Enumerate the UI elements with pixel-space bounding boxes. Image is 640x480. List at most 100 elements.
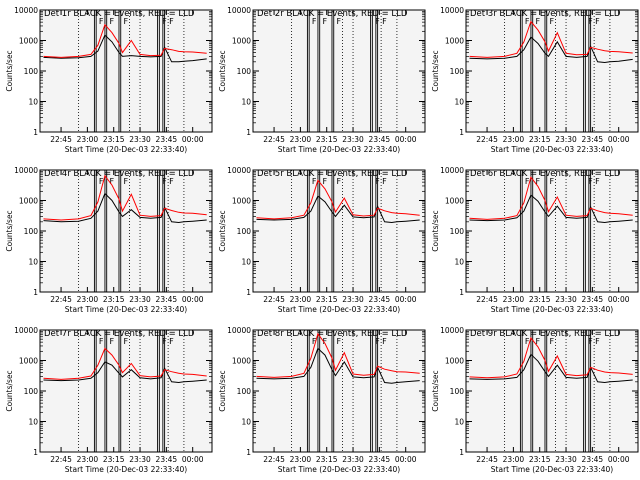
x-tick-label: 00:00: [182, 135, 204, 144]
x-tick-label: 23:15: [103, 455, 125, 464]
x-tick-label: 23:15: [529, 455, 551, 464]
flag-annotation: F: [123, 177, 128, 186]
series-lld-line: [43, 174, 207, 221]
y-tick-label: 10000: [227, 6, 251, 15]
series-lld-line: [256, 332, 420, 378]
series-events-line: [43, 34, 207, 63]
x-tick-label: 23:15: [316, 135, 338, 144]
x-tick-label: 23:15: [103, 135, 125, 144]
y-tick-label: 1: [459, 288, 464, 297]
panel-title: Det 3r BLACK = Events, RED = LLD: [470, 9, 621, 19]
y-axis-label: Counts/sec: [5, 50, 14, 91]
flag-annotation: F: [535, 337, 540, 346]
x-tick-label: 22:45: [476, 295, 498, 304]
flag-annotation: F: [169, 17, 174, 26]
y-tick-label: 1: [246, 288, 251, 297]
y-tick-label: 1000: [232, 357, 251, 366]
x-tick-label: 23:00: [77, 135, 99, 144]
flag-annotation: F: [595, 337, 600, 346]
flag-annotation: F: [99, 177, 104, 186]
x-tick-label: 22:45: [476, 135, 498, 144]
y-tick-label: 1: [33, 448, 38, 457]
x-tick-label: 23:45: [369, 455, 391, 464]
flag-annotation: F: [588, 177, 593, 186]
y-tick-label: 10000: [227, 326, 251, 335]
x-axis-label: Start Time (20-Dec-03 22:33:40): [65, 465, 187, 474]
series-events-line: [43, 192, 207, 224]
panel-title: Det 9r BLACK = Events, RED = LLD: [470, 329, 621, 339]
plot-area: [253, 10, 425, 132]
y-axis-label: Counts/sec: [431, 210, 440, 251]
flag-annotation: F: [535, 177, 540, 186]
x-tick-label: 23:45: [156, 295, 178, 304]
x-axis-label: Start Time (20-Dec-03 22:33:40): [278, 145, 400, 154]
series-lld-line: [43, 23, 207, 58]
y-tick-label: 1000: [19, 197, 38, 206]
flag-annotation: F: [535, 17, 540, 26]
y-tick-label: 100: [237, 387, 252, 396]
flag-annotation: F: [109, 177, 114, 186]
y-tick-label: 100: [450, 387, 465, 396]
series-lld-line: [256, 179, 420, 220]
y-tick-label: 10000: [14, 166, 38, 175]
x-tick-label: 00:00: [182, 455, 204, 464]
x-tick-label: 22:45: [50, 295, 72, 304]
plot-area: [253, 170, 425, 292]
x-tick-label: 22:45: [50, 135, 72, 144]
panel-title: Det 8r BLACK = Events, RED = LLD: [257, 329, 408, 339]
flag-annotation: F: [162, 17, 167, 26]
y-tick-label: 1: [246, 448, 251, 457]
y-tick-label: 10: [28, 258, 38, 267]
x-tick-label: 23:15: [316, 295, 338, 304]
x-tick-label: 00:00: [608, 135, 630, 144]
x-axis-label: Start Time (20-Dec-03 22:33:40): [491, 305, 613, 314]
y-tick-label: 1000: [445, 197, 464, 206]
x-tick-label: 00:00: [395, 455, 417, 464]
series-lld-line: [469, 176, 633, 220]
y-axis-label: Counts/sec: [431, 50, 440, 91]
x-tick-label: 23:30: [129, 135, 151, 144]
x-tick-label: 23:30: [555, 295, 577, 304]
x-tick-label: 23:45: [369, 135, 391, 144]
flag-annotation: F: [99, 17, 104, 26]
series-lld-line: [43, 347, 207, 380]
series-lld-line: [469, 20, 633, 58]
flag-annotation: F: [322, 337, 327, 346]
x-axis-label: Start Time (20-Dec-03 22:33:40): [278, 305, 400, 314]
panel-title: Det 6r BLACK = Events, RED = LLD: [470, 169, 621, 179]
flag-annotation: F: [123, 17, 128, 26]
y-tick-label: 100: [24, 227, 39, 236]
y-tick-label: 1000: [445, 37, 464, 46]
x-tick-label: 23:45: [156, 135, 178, 144]
y-tick-label: 100: [237, 67, 252, 76]
x-tick-label: 23:00: [290, 135, 312, 144]
x-tick-label: 23:45: [582, 295, 604, 304]
y-tick-label: 10: [454, 98, 464, 107]
flag-annotation: F: [322, 177, 327, 186]
flag-annotation: F: [595, 177, 600, 186]
flag-annotation: F: [549, 177, 554, 186]
y-axis-label: Counts/sec: [5, 210, 14, 251]
y-tick-label: 1000: [445, 357, 464, 366]
y-tick-label: 1000: [19, 357, 38, 366]
plot-area: [40, 170, 212, 292]
y-tick-label: 1: [459, 128, 464, 137]
x-tick-label: 23:00: [503, 455, 525, 464]
plot-area: [253, 330, 425, 452]
series-events-line: [469, 36, 633, 64]
x-tick-label: 23:00: [290, 455, 312, 464]
flag-annotation: F: [549, 17, 554, 26]
x-tick-label: 23:30: [129, 455, 151, 464]
series-events-line: [256, 347, 420, 384]
x-tick-label: 23:00: [503, 295, 525, 304]
flag-annotation: F: [312, 17, 317, 26]
y-tick-label: 10: [241, 98, 251, 107]
flag-annotation: F: [588, 17, 593, 26]
flag-annotation: F: [525, 337, 530, 346]
x-tick-label: 23:30: [555, 135, 577, 144]
y-tick-label: 10000: [14, 6, 38, 15]
